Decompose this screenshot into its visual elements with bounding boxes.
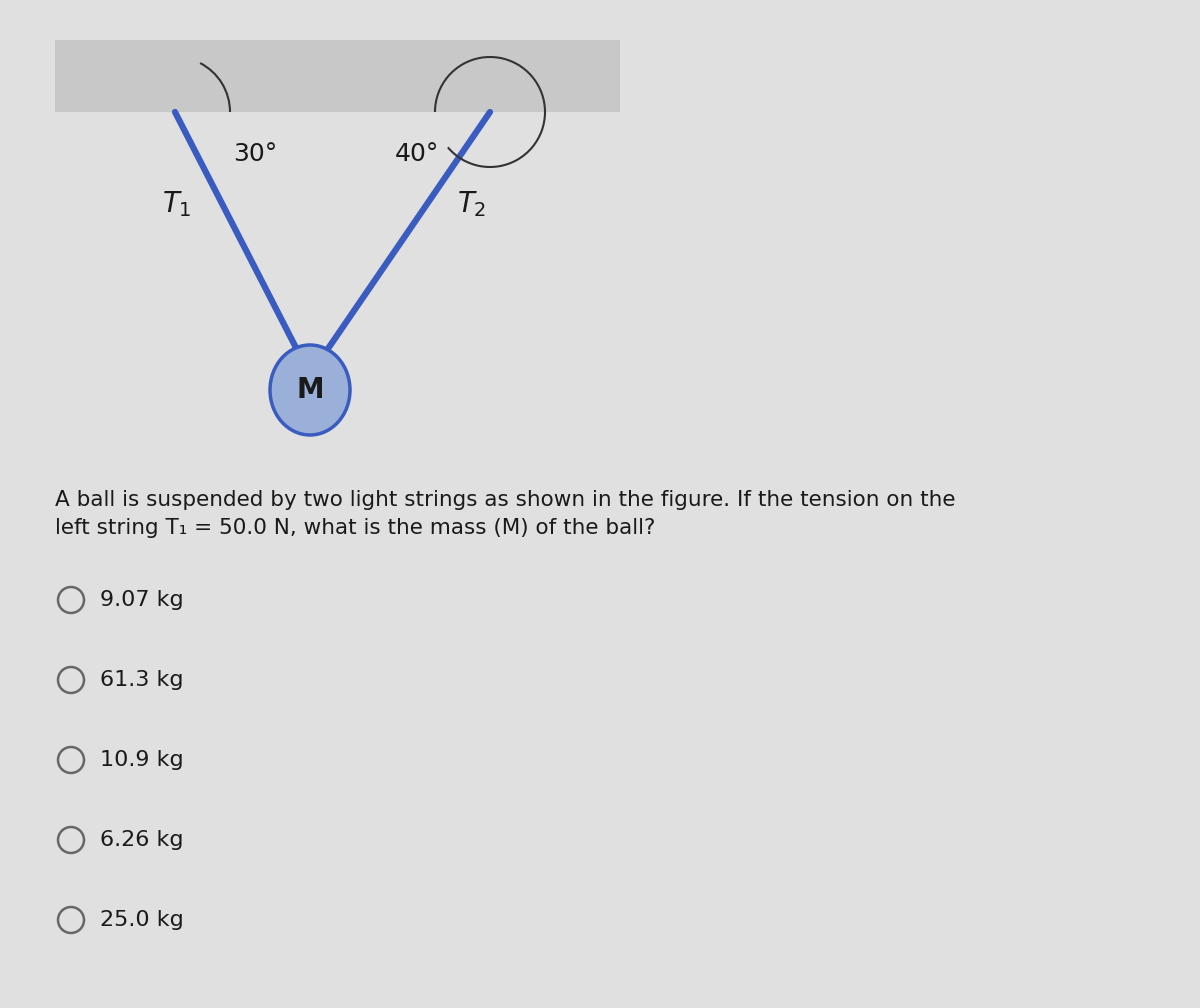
Text: M: M: [296, 376, 324, 404]
Text: $T_2$: $T_2$: [457, 190, 487, 219]
Text: 6.26 kg: 6.26 kg: [100, 830, 184, 850]
Text: 9.07 kg: 9.07 kg: [100, 590, 184, 610]
Text: 30°: 30°: [233, 142, 277, 166]
Ellipse shape: [270, 345, 350, 435]
Bar: [55, 40, 620, 112]
Text: 61.3 kg: 61.3 kg: [100, 670, 184, 690]
Text: 40°: 40°: [395, 142, 439, 166]
Text: A ball is suspended by two light strings as shown in the figure. If the tension : A ball is suspended by two light strings…: [55, 490, 955, 538]
Text: $T_1$: $T_1$: [162, 190, 192, 219]
Text: 10.9 kg: 10.9 kg: [100, 750, 184, 770]
Text: 25.0 kg: 25.0 kg: [100, 910, 184, 930]
